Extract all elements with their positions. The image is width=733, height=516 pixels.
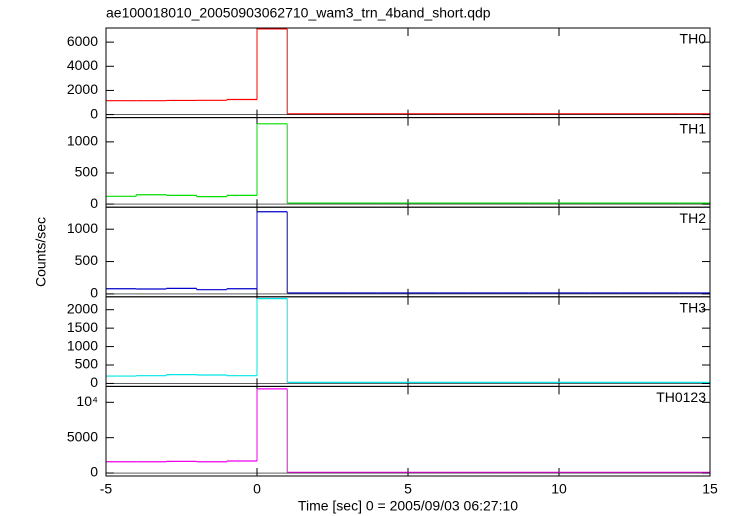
x-tick-label: 0 [253,481,261,497]
y-tick-label: 0 [90,374,98,390]
panel-frame [105,206,711,298]
y-tick-label: 0 [90,195,98,211]
y-tick-label: 4000 [67,57,98,73]
x-tick-label: 5 [404,481,412,497]
panel-frame [105,385,711,477]
panel-label: TH2 [680,210,707,226]
y-tick-label: 500 [75,252,99,268]
x-tick-label: -5 [100,481,113,497]
y-tick-label: 1500 [67,319,98,335]
y-tick-label: 2000 [67,81,98,97]
y-tick-label: 0 [90,464,98,480]
x-tick-label: 10 [551,481,567,497]
chart-title: ae100018010_20050903062710_wam3_trn_4ban… [106,5,491,21]
panel-label: TH0 [680,31,707,47]
y-tick-label: 1000 [67,133,98,149]
panel-frame [105,27,711,119]
y-tick-label: 6000 [67,33,98,49]
panel-frame [105,117,711,208]
y-axis-label: Counts/sec [33,217,49,287]
y-tick-label: 0 [90,105,98,121]
y-tick-label: 0 [90,285,98,301]
y-tick-label: 10⁴ [76,393,98,409]
y-tick-label: 5000 [67,428,98,444]
panel-label: TH0123 [656,389,706,405]
y-tick-label: 1000 [67,337,98,353]
x-tick-label: 15 [702,481,718,497]
y-tick-label: 500 [75,356,99,372]
panel-label: TH3 [680,300,707,316]
x-axis-label: Time [sec] 0 = 2005/09/03 06:27:10 [298,498,518,514]
panel-frame [105,296,711,387]
y-tick-label: 2000 [67,300,98,316]
y-tick-label: 1000 [67,220,98,236]
y-tick-label: 500 [75,164,99,180]
panel-label: TH1 [680,120,707,136]
